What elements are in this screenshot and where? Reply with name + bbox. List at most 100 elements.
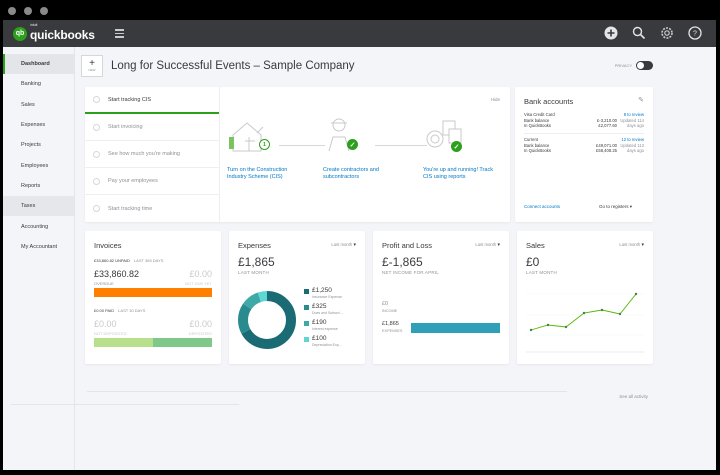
step-number-badge: 1 [259, 139, 270, 150]
step-link[interactable]: Turn on the Construction Industry Scheme… [227, 167, 288, 180]
privacy-label: PRIVACY [614, 63, 632, 68]
plus-circle-icon[interactable] [603, 25, 618, 40]
hamburger-menu-icon[interactable] [114, 29, 124, 38]
top-icons: ? [603, 25, 702, 40]
quickbooks-logo[interactable]: qb intuit quickbooks [13, 22, 95, 42]
period-dropdown[interactable]: Last month [619, 242, 644, 248]
task-see-how-much[interactable]: See how much you're making [85, 141, 219, 168]
unpaid-header: £33,860.82 UNPAID LAST 365 DAYS [94, 258, 164, 263]
qb-logo-icon: qb [13, 26, 27, 41]
divider [87, 391, 567, 392]
window-close-button[interactable] [8, 7, 16, 15]
task-start-tracking-cis[interactable]: Start tracking CIS [85, 87, 219, 114]
legend-item[interactable]: £100 Depreciation Exp... [304, 335, 343, 347]
gear-icon[interactable] [659, 25, 674, 40]
period-dropdown[interactable]: Last month [331, 242, 356, 248]
go-to-registers-dropdown[interactable]: Go to registers ▾ [598, 204, 632, 209]
step-connector [279, 145, 325, 146]
connect-accounts-link[interactable]: Connect accounts [524, 204, 561, 209]
legend-item[interactable]: £325 Dues and Subscri... [304, 303, 343, 315]
deposited-amount: £0.00 [189, 319, 212, 329]
sidebar: Dashboard Banking Sales Expenses Project… [3, 47, 75, 470]
top-bar: qb intuit quickbooks ? [3, 20, 716, 47]
step-create-contractors: ✓ Create contractors and subcontractors [323, 115, 403, 181]
divider [219, 87, 220, 222]
card-title: Invoices [94, 241, 122, 250]
step-turn-on-cis: 1 Turn on the Construction Industry Sche… [227, 115, 307, 181]
sidebar-item-employees[interactable]: Employees [21, 162, 49, 169]
sidebar-item-projects[interactable]: Projects [21, 142, 41, 149]
expenses-card: Expenses Last month £1,865 LAST MONTH [229, 231, 365, 364]
sidebar-item-banking[interactable]: Banking [21, 81, 41, 88]
app-window: qb intuit quickbooks ? [3, 20, 716, 470]
logo-brand: intuit [30, 21, 38, 27]
page-header: + NEW Long for Successful Events – Sampl… [81, 55, 716, 77]
card-title: Profit and Loss [382, 241, 433, 250]
logo-text: quickbooks [30, 27, 95, 42]
legend-item[interactable]: £190 Interest expense [304, 319, 343, 331]
plus-icon: + [89, 58, 95, 69]
check-icon: ✓ [451, 141, 462, 152]
privacy-toggle-group: PRIVACY [615, 61, 653, 70]
step-link[interactable]: Create contractors and subcontractors [323, 167, 379, 180]
help-icon[interactable]: ? [687, 25, 702, 40]
expenses-bar[interactable] [411, 323, 500, 333]
task-start-tracking-time[interactable]: Start tracking time [85, 195, 219, 222]
svg-text:?: ? [693, 30, 697, 37]
radio-icon [93, 150, 100, 158]
bank-account-current[interactable]: Current 12 to review Bank balance £49,071.… [524, 137, 644, 153]
window-controls [8, 7, 48, 15]
expenses-donut-chart[interactable] [236, 289, 298, 356]
check-icon: ✓ [347, 139, 358, 150]
privacy-toggle[interactable] [636, 61, 653, 70]
search-icon[interactable] [631, 25, 646, 40]
setup-task-list: Start tracking CIS Start invoicing See h… [85, 87, 219, 222]
card-title: Expenses [238, 241, 271, 250]
sidebar-item-reports[interactable]: Reports [21, 182, 41, 189]
chevron-down-icon: ▾ [629, 204, 632, 209]
card-title: Sales [526, 241, 545, 250]
sidebar-item-my-accountant[interactable]: My Accountant [21, 243, 58, 250]
sidebar-item-taxes[interactable]: Taxes [3, 196, 74, 217]
bank-footer: Connect accounts Go to registers ▾ [524, 204, 644, 210]
legend-item[interactable]: £1,250 Insurance Expense [304, 287, 343, 299]
bank-accounts-card: Bank accounts ✎ Visa Credit Card 8 to rev… [515, 87, 653, 222]
window-maximize-button[interactable] [40, 7, 48, 15]
task-start-invoicing[interactable]: Start invoicing [85, 114, 219, 141]
dashboard-main: + NEW Long for Successful Events – Sampl… [81, 47, 716, 470]
window-minimize-button[interactable] [24, 7, 32, 15]
divider [11, 404, 239, 405]
see-all-activity-link[interactable]: See all activity [619, 394, 648, 399]
pencil-icon[interactable]: ✎ [638, 97, 644, 104]
not-deposited-amount: £0.00 [94, 319, 117, 329]
house-illustration-icon: 1 [227, 115, 273, 155]
overdue-bar[interactable] [94, 288, 212, 297]
radio-icon [93, 123, 100, 131]
radio-icon [93, 177, 100, 185]
expenses-amount: £1,865 [238, 255, 275, 269]
radio-icon [93, 205, 100, 212]
net-income-amount: £-1,865 [382, 255, 423, 269]
invoices-card: Invoices £33,860.82 UNPAID LAST 365 DAYS … [85, 231, 221, 364]
step-track-cis: ✓ You're up and running! Track CIS using… [423, 115, 503, 181]
hide-link[interactable]: Hide [490, 97, 500, 102]
not-deposited-bar[interactable] [94, 338, 153, 347]
bank-account-visa[interactable]: Visa Credit Card 8 to review Bank balance… [524, 112, 644, 128]
radio-icon [93, 96, 100, 103]
profit-loss-card: Profit and Loss Last month £-1,865 NET I… [373, 231, 509, 364]
cis-steps: 1 Turn on the Construction Industry Sche… [227, 115, 497, 205]
setup-guide-card: Start tracking CIS Start invoicing See h… [85, 87, 510, 222]
period-dropdown[interactable]: Last month [475, 242, 500, 248]
divider [524, 133, 644, 134]
person-illustration-icon: ✓ [323, 115, 369, 155]
sidebar-item-expenses[interactable]: Expenses [21, 122, 46, 129]
sales-line-chart[interactable] [526, 279, 644, 359]
task-pay-employees[interactable]: Pay your employees [85, 168, 219, 195]
sidebar-item-dashboard[interactable]: Dashboard [3, 54, 74, 75]
deposited-bar[interactable] [153, 338, 212, 347]
sidebar-item-accounting[interactable]: Accounting [21, 223, 49, 230]
new-button[interactable]: + NEW [81, 55, 103, 77]
step-link[interactable]: You're up and running! Track CIS using r… [423, 167, 493, 180]
sidebar-item-sales[interactable]: Sales [21, 101, 35, 108]
